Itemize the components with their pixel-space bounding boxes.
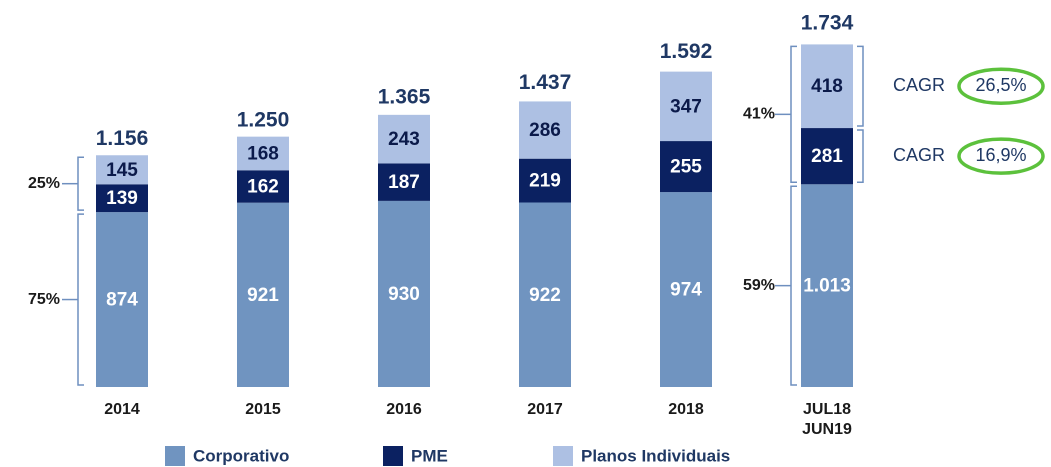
cagr-label: CAGR <box>893 145 945 165</box>
bracket <box>77 213 84 386</box>
segment-label: 418 <box>811 76 843 97</box>
x-tick-label: JUL18 JUN19 <box>802 401 852 438</box>
total-label: 1.437 <box>519 71 572 94</box>
bar-segment <box>378 200 430 387</box>
bar-segment <box>96 212 148 387</box>
bar-segment <box>237 170 289 203</box>
cagr-value: 16,9% <box>975 145 1026 165</box>
bar-segment <box>237 136 289 171</box>
segment-label: 921 <box>247 285 279 306</box>
legend-label: PME <box>411 446 448 465</box>
segment-label: 168 <box>247 143 279 164</box>
cagr-ring <box>957 137 1045 175</box>
segment-label: 930 <box>388 284 420 305</box>
x-tick-label: 2018 <box>668 401 704 418</box>
bracket <box>77 156 84 211</box>
legend-swatch <box>553 446 573 466</box>
bar-segment <box>519 101 571 159</box>
segment-label: 139 <box>106 188 138 209</box>
bracket <box>857 129 864 184</box>
bar-segment <box>660 71 712 142</box>
bar-segment <box>237 202 289 387</box>
bar-segment <box>660 141 712 193</box>
bar-segment <box>519 202 571 387</box>
cagr-value: 26,5% <box>975 75 1026 95</box>
bar-segment <box>801 44 853 129</box>
total-label: 1.156 <box>96 127 149 150</box>
cagr-ring <box>957 67 1045 105</box>
bracket <box>790 45 797 184</box>
share-label: 59% <box>743 277 775 294</box>
total-label: 1.250 <box>237 108 290 131</box>
bar-segment <box>96 184 148 213</box>
cagr-label: CAGR <box>893 75 945 95</box>
segment-label: 1.013 <box>803 276 851 297</box>
bar-segment <box>378 114 430 164</box>
total-label: 1.734 <box>801 12 854 35</box>
bar-segment <box>801 184 853 387</box>
x-tick-label: 2014 <box>104 401 140 418</box>
share-label: 41% <box>743 106 775 123</box>
x-tick-label: 2015 <box>245 401 281 418</box>
segment-label: 922 <box>529 285 561 306</box>
segment-label: 974 <box>670 280 702 301</box>
bar-segment <box>96 155 148 185</box>
x-tick-label: 2016 <box>386 401 422 418</box>
x-tick-label: 2017 <box>527 401 563 418</box>
segment-label: 243 <box>388 129 420 150</box>
segment-label: 187 <box>388 172 420 193</box>
segment-label: 162 <box>247 177 279 198</box>
total-label: 1.365 <box>378 85 431 108</box>
legend-swatch <box>165 446 185 466</box>
segment-label: 347 <box>670 96 702 117</box>
total-label: 1.592 <box>660 40 713 63</box>
segment-label: 286 <box>529 120 561 141</box>
segment-label: 874 <box>106 290 138 311</box>
legend-swatch <box>383 446 403 466</box>
segment-label: 219 <box>529 171 561 192</box>
bracket <box>857 45 864 127</box>
legend-label: Corporativo <box>193 446 289 465</box>
bar-segment <box>519 158 571 203</box>
segment-label: 255 <box>670 157 702 178</box>
bar-segment <box>801 128 853 185</box>
segment-label: 145 <box>106 160 138 181</box>
bar-segment <box>378 163 430 201</box>
bar-segment <box>660 192 712 387</box>
segment-label: 281 <box>811 146 843 167</box>
bracket <box>790 185 797 386</box>
legend-label: Planos Individuais <box>581 446 730 465</box>
share-label: 25% <box>28 175 60 192</box>
share-label: 75% <box>28 291 60 308</box>
